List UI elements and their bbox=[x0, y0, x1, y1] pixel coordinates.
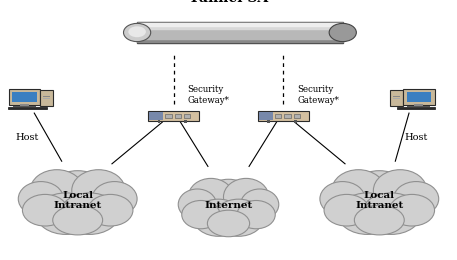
Bar bbox=[293, 114, 300, 118]
Bar bbox=[393, 98, 400, 99]
Ellipse shape bbox=[22, 194, 68, 226]
Bar bbox=[259, 112, 273, 120]
Text: Tunnel SA: Tunnel SA bbox=[189, 0, 268, 5]
Ellipse shape bbox=[88, 194, 133, 226]
Ellipse shape bbox=[201, 179, 256, 223]
Text: Security
Gateway*: Security Gateway* bbox=[187, 85, 229, 105]
Ellipse shape bbox=[182, 200, 220, 229]
Bar bbox=[13, 106, 36, 107]
Ellipse shape bbox=[346, 171, 412, 220]
Ellipse shape bbox=[60, 193, 119, 235]
Bar bbox=[275, 114, 282, 118]
Ellipse shape bbox=[193, 199, 244, 236]
Ellipse shape bbox=[92, 181, 137, 216]
Bar bbox=[407, 106, 430, 107]
Ellipse shape bbox=[332, 170, 385, 211]
Bar bbox=[12, 92, 37, 102]
Text: Security
Gateway*: Security Gateway* bbox=[297, 85, 339, 105]
Ellipse shape bbox=[188, 178, 234, 216]
Bar bbox=[149, 112, 163, 120]
Ellipse shape bbox=[207, 210, 250, 237]
Ellipse shape bbox=[223, 178, 269, 216]
Ellipse shape bbox=[324, 194, 369, 226]
Bar bbox=[8, 107, 47, 109]
Bar bbox=[43, 96, 50, 97]
Bar bbox=[137, 23, 343, 26]
Bar bbox=[267, 120, 270, 123]
Text: Local
Intranet: Local Intranet bbox=[53, 191, 102, 210]
Ellipse shape bbox=[329, 23, 356, 42]
Bar bbox=[185, 120, 187, 123]
FancyBboxPatch shape bbox=[258, 111, 309, 121]
Ellipse shape bbox=[393, 181, 439, 216]
Ellipse shape bbox=[320, 181, 365, 216]
Ellipse shape bbox=[123, 23, 151, 42]
Ellipse shape bbox=[18, 181, 64, 216]
FancyBboxPatch shape bbox=[403, 89, 435, 105]
Bar bbox=[137, 29, 343, 39]
Text: Host: Host bbox=[404, 133, 428, 142]
Bar bbox=[294, 120, 297, 123]
Bar bbox=[137, 22, 343, 43]
Bar bbox=[43, 98, 50, 99]
Ellipse shape bbox=[338, 193, 397, 235]
FancyBboxPatch shape bbox=[148, 111, 199, 121]
Ellipse shape bbox=[72, 170, 125, 211]
Text: Internet: Internet bbox=[204, 201, 253, 210]
Ellipse shape bbox=[240, 189, 279, 220]
Bar bbox=[165, 114, 172, 118]
Text: Host: Host bbox=[16, 133, 39, 142]
Ellipse shape bbox=[213, 199, 264, 236]
Ellipse shape bbox=[389, 194, 435, 226]
Ellipse shape bbox=[237, 200, 275, 229]
Ellipse shape bbox=[354, 205, 404, 235]
Ellipse shape bbox=[36, 193, 96, 235]
FancyBboxPatch shape bbox=[390, 90, 404, 106]
Ellipse shape bbox=[373, 170, 427, 211]
Bar bbox=[184, 114, 190, 118]
Bar bbox=[175, 114, 181, 118]
Bar bbox=[414, 104, 423, 106]
FancyBboxPatch shape bbox=[9, 89, 40, 105]
Text: Local
Intranet: Local Intranet bbox=[355, 191, 404, 210]
Bar bbox=[407, 92, 431, 102]
Ellipse shape bbox=[53, 205, 103, 235]
Ellipse shape bbox=[45, 171, 111, 220]
FancyBboxPatch shape bbox=[40, 90, 53, 106]
Ellipse shape bbox=[128, 26, 146, 37]
Bar bbox=[393, 96, 400, 97]
Ellipse shape bbox=[361, 193, 421, 235]
Bar bbox=[158, 120, 160, 123]
Bar bbox=[397, 107, 435, 109]
Bar bbox=[137, 23, 343, 42]
Bar bbox=[284, 114, 291, 118]
Bar bbox=[20, 104, 29, 106]
Bar bbox=[137, 23, 343, 29]
Ellipse shape bbox=[178, 189, 217, 220]
Ellipse shape bbox=[30, 170, 84, 211]
